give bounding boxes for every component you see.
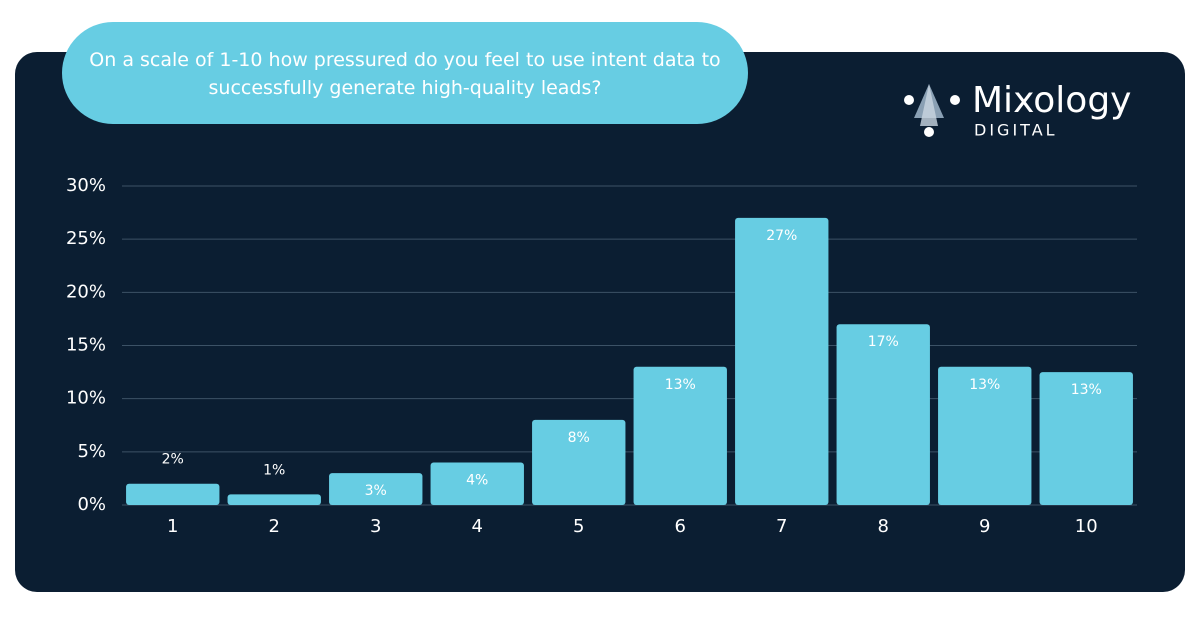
x-tick-label: 6: [675, 516, 686, 537]
x-tick-label: 8: [878, 516, 889, 537]
x-tick-label: 7: [776, 516, 787, 537]
value-label: 2%: [162, 452, 184, 468]
value-label: 13%: [665, 377, 696, 393]
value-label: 13%: [1071, 382, 1102, 398]
y-tick-label: 25%: [66, 228, 106, 249]
value-label: 3%: [365, 483, 387, 499]
x-tick-label: 4: [472, 516, 483, 537]
title-pill: [62, 22, 748, 124]
bar: [126, 483, 220, 505]
y-tick-label: 0%: [77, 494, 106, 515]
bar: [1039, 372, 1133, 505]
y-tick-label: 20%: [66, 281, 106, 302]
x-tick-label: 9: [979, 516, 990, 537]
bar: [836, 324, 930, 505]
value-label: 1%: [263, 462, 285, 478]
bar: [532, 419, 626, 505]
bar: [735, 217, 829, 505]
x-tick-label: 10: [1075, 516, 1098, 537]
title-box: On a scale of 1-10 how pressured do you …: [89, 49, 721, 99]
bar: [227, 494, 321, 505]
x-tick-label: 1: [167, 516, 178, 537]
value-label: 17%: [868, 334, 899, 350]
bar: [430, 462, 524, 505]
brand: Mixology: [972, 80, 1131, 121]
x-tick-label: 3: [370, 516, 381, 537]
bar: [329, 473, 423, 505]
brand-sub: DIGITAL: [974, 121, 1058, 140]
y-tick-label: 5%: [77, 441, 106, 462]
logo-icon: [904, 84, 960, 137]
value-label: 8%: [568, 430, 590, 446]
y-tick-label: 10%: [66, 388, 106, 409]
x-tick-label: 5: [573, 516, 584, 537]
y-tick-label: 30%: [66, 175, 106, 196]
value-label: 4%: [466, 472, 488, 488]
chart-title: On a scale of 1-10 how pressured do you …: [89, 49, 721, 99]
bar: [633, 366, 727, 505]
value-label: 13%: [969, 377, 1000, 393]
x-tick-label: 2: [269, 516, 280, 537]
y-tick-label: 15%: [66, 335, 106, 356]
bar: [938, 366, 1032, 505]
value-label: 27%: [766, 228, 797, 244]
